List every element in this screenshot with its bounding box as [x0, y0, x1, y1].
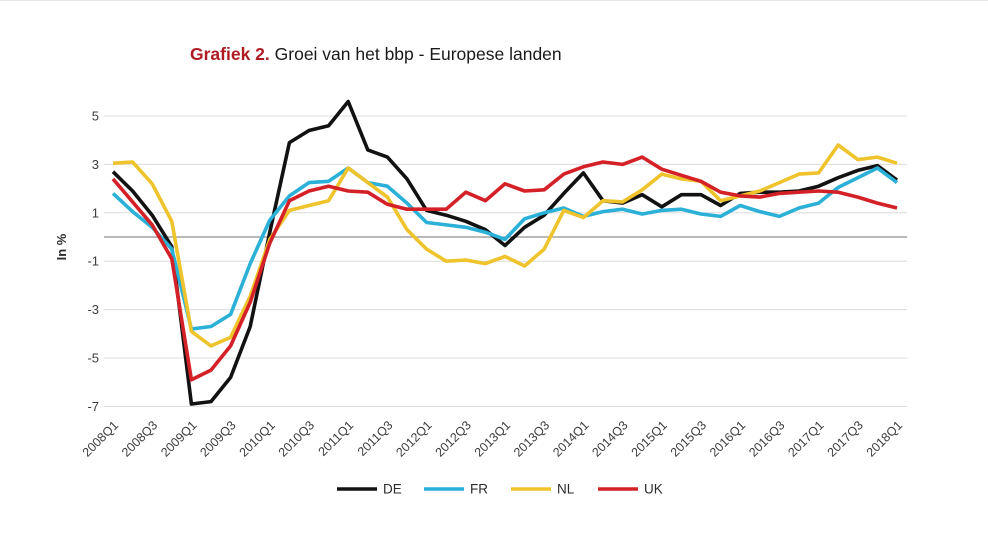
x-tick-label: 2011Q3 [355, 418, 396, 459]
y-tick-label: 1 [92, 205, 99, 220]
y-tick-label: -7 [87, 399, 99, 414]
legend-label-FR: FR [470, 482, 488, 497]
x-tick-label: 2009Q3 [197, 418, 238, 459]
x-tick-label: 2010Q3 [276, 418, 317, 459]
x-tick-label: 2017Q3 [825, 418, 866, 459]
y-tick-label: -5 [87, 351, 99, 366]
x-tick-label: 2014Q1 [550, 418, 591, 459]
x-tick-label: 2013Q3 [511, 418, 552, 459]
x-tick-label: 2013Q1 [472, 418, 513, 459]
x-tick-label: 2008Q1 [80, 418, 121, 459]
x-tick-label: 2015Q1 [629, 418, 670, 459]
y-tick-label: -3 [87, 302, 99, 317]
x-tick-label: 2011Q1 [316, 418, 357, 459]
x-tick-label: 2016Q1 [707, 418, 748, 459]
chart-title-number: Grafiek 2. [190, 44, 270, 64]
y-axis-title: In % [54, 233, 69, 260]
chart-title: Grafiek 2. Groei van het bbp - Europese … [190, 44, 562, 65]
series-line-NL [112, 143, 898, 348]
legend-label-NL: NL [557, 482, 575, 497]
x-tick-label: 2015Q3 [668, 418, 709, 459]
gridlines-group [104, 115, 907, 407]
x-tick-label: 2008Q3 [119, 418, 160, 459]
y-tick-label: 3 [92, 157, 99, 172]
x-tick-label: 2012Q1 [393, 418, 434, 459]
series-line-UK [111, 155, 898, 382]
x-tick-label: 2016Q3 [746, 418, 787, 459]
x-tick-label: 2014Q3 [589, 418, 630, 459]
series-line-FR [111, 166, 899, 331]
y-tick-label: 5 [92, 109, 99, 124]
series-line-DE [111, 99, 899, 406]
y-tick-label: -1 [87, 254, 99, 269]
series-lines-group [111, 99, 899, 406]
x-tick-label: 2010Q1 [237, 418, 278, 459]
legend-label-UK: UK [644, 482, 663, 497]
x-tick-label: 2012Q3 [433, 418, 474, 459]
legend-label-DE: DE [383, 482, 402, 497]
x-tick-label: 2017Q1 [785, 418, 826, 459]
x-tick-label: 2009Q1 [158, 418, 199, 459]
legend-group: DE FR NL UK [337, 482, 663, 497]
chart-title-text: Groei van het bbp - Europese landen [269, 44, 562, 64]
x-tick-label: 2018Q1 [864, 418, 905, 459]
